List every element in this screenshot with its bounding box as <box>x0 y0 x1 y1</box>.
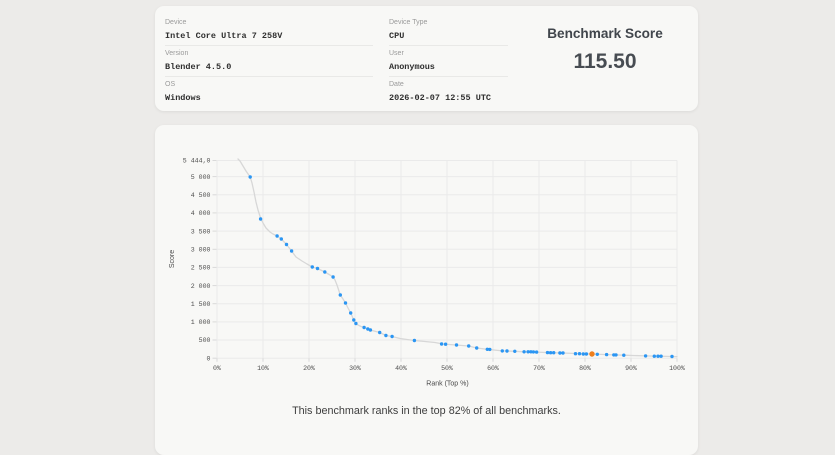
svg-text:3 500: 3 500 <box>191 228 211 235</box>
svg-text:0%: 0% <box>213 365 221 372</box>
svg-text:Score: Score <box>169 250 176 268</box>
svg-text:2 000: 2 000 <box>191 283 211 290</box>
svg-text:0: 0 <box>207 355 211 362</box>
svg-text:Rank (Top %): Rank (Top %) <box>426 381 468 388</box>
svg-text:10%: 10% <box>257 365 269 372</box>
svg-text:40%: 40% <box>395 365 407 372</box>
svg-text:4 500: 4 500 <box>191 192 211 199</box>
svg-text:1 500: 1 500 <box>191 301 211 308</box>
svg-text:30%: 30% <box>349 365 361 372</box>
svg-text:80%: 80% <box>579 365 591 372</box>
svg-text:1 000: 1 000 <box>191 319 211 326</box>
svg-text:5 444,0: 5 444,0 <box>183 158 211 165</box>
svg-text:90%: 90% <box>625 365 637 372</box>
svg-text:50%: 50% <box>441 365 453 372</box>
svg-text:5 000: 5 000 <box>191 174 211 181</box>
svg-text:3 000: 3 000 <box>191 247 211 254</box>
svg-text:20%: 20% <box>303 365 315 372</box>
svg-text:60%: 60% <box>487 365 499 372</box>
svg-text:2 500: 2 500 <box>191 265 211 272</box>
svg-text:100%: 100% <box>669 365 685 372</box>
svg-text:4 000: 4 000 <box>191 210 211 217</box>
svg-text:500: 500 <box>199 337 211 344</box>
svg-text:70%: 70% <box>533 365 545 372</box>
